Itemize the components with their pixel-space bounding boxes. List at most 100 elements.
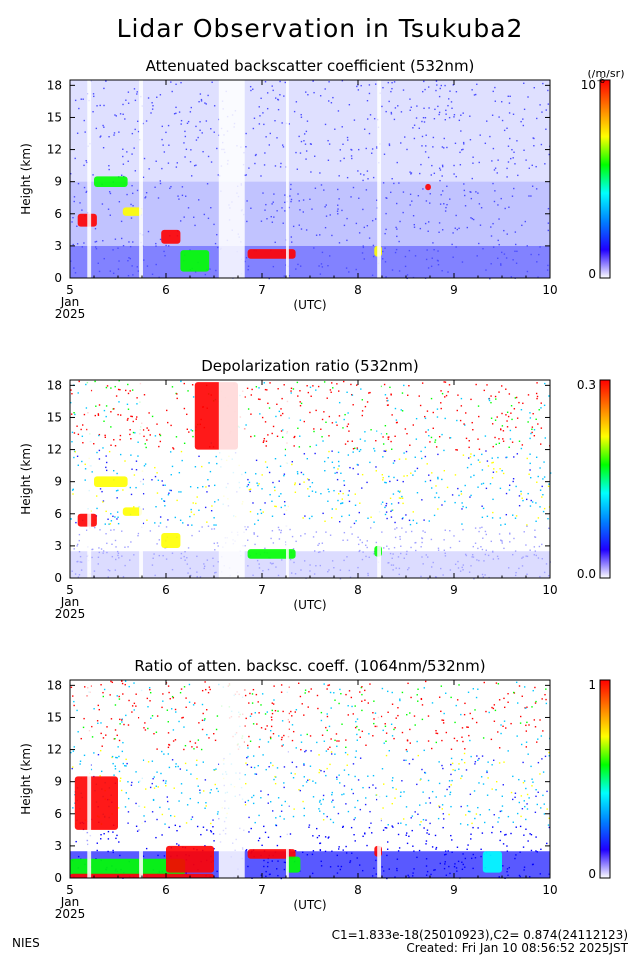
noise-dot (444, 552, 446, 554)
noise-dot (337, 188, 339, 191)
noise-dot (127, 781, 129, 783)
noise-dot (398, 270, 401, 272)
noise-dot (246, 220, 248, 223)
noise-dot (401, 495, 403, 498)
noise-dot (185, 706, 187, 708)
noise-dot (371, 875, 374, 877)
noise-dot (437, 260, 439, 262)
noise-dot (115, 115, 118, 117)
noise-dot (165, 558, 168, 560)
noise-dot (144, 722, 146, 724)
noise-dot (449, 546, 452, 549)
noise-dot (216, 233, 218, 236)
noise-dot (112, 831, 114, 833)
noise-dot (483, 389, 485, 392)
noise-dot (280, 430, 283, 432)
noise-dot (384, 506, 386, 509)
noise-dot (190, 818, 193, 821)
noise-dot (281, 745, 283, 747)
noise-dot (358, 511, 360, 514)
noise-dot (71, 489, 74, 491)
noise-dot (167, 162, 170, 164)
noise-dot (326, 715, 329, 718)
noise-dot (476, 255, 478, 257)
noise-dot (476, 559, 478, 561)
noise-dot (271, 860, 273, 862)
noise-dot (423, 749, 425, 752)
noise-dot (249, 692, 251, 695)
noise-dot (159, 433, 161, 436)
noise-dot (351, 788, 353, 791)
noise-dot (335, 508, 337, 510)
noise-dot (548, 574, 550, 577)
noise-dot (497, 731, 499, 733)
noise-dot (375, 787, 377, 789)
noise-dot (463, 761, 466, 764)
noise-dot (319, 564, 322, 567)
noise-dot (167, 124, 170, 127)
noise-dot (515, 262, 518, 264)
noise-dot (423, 687, 426, 689)
noise-dot (488, 711, 490, 714)
noise-dot (425, 840, 428, 842)
noise-dot (507, 701, 509, 703)
noise-dot (195, 125, 197, 128)
noise-dot (536, 382, 538, 384)
noise-dot (318, 808, 320, 810)
noise-dot (362, 786, 364, 789)
noise-dot (291, 461, 293, 463)
noise-dot (417, 813, 419, 815)
noise-dot (217, 561, 219, 563)
noise-dot (420, 546, 422, 548)
noise-dot (431, 702, 434, 704)
noise-dot (520, 493, 522, 495)
noise-dot (437, 264, 440, 266)
noise-dot (470, 857, 473, 860)
noise-dot (545, 109, 547, 111)
data-gap (377, 80, 382, 278)
noise-dot (335, 733, 338, 735)
noise-dot (505, 727, 507, 729)
noise-dot (184, 130, 186, 133)
noise-dot (195, 502, 197, 505)
noise-dot (119, 723, 121, 725)
noise-dot (517, 702, 519, 704)
noise-dot (131, 192, 134, 195)
noise-dot (76, 545, 78, 547)
noise-dot (396, 858, 399, 860)
noise-dot (255, 153, 257, 156)
noise-dot (414, 724, 416, 726)
noise-dot (264, 547, 266, 550)
main-title: Lidar Observation in Tsukuba2 (116, 14, 524, 43)
noise-dot (296, 471, 299, 473)
noise-dot (467, 691, 470, 694)
noise-dot (385, 505, 387, 507)
noise-dot (137, 130, 140, 133)
noise-dot (441, 392, 444, 395)
noise-dot (281, 207, 283, 209)
noise-dot (296, 381, 299, 384)
noise-dot (268, 144, 271, 146)
noise-dot (250, 207, 252, 209)
noise-dot (110, 718, 113, 720)
noise-dot (441, 719, 443, 721)
noise-dot (438, 696, 441, 698)
noise-dot (280, 531, 282, 534)
noise-dot (523, 869, 525, 871)
noise-dot (193, 216, 195, 218)
noise-dot (178, 491, 180, 493)
noise-dot (485, 487, 488, 490)
noise-dot (342, 539, 344, 542)
y-tick-label: 9 (54, 775, 62, 789)
noise-dot (494, 709, 497, 712)
noise-dot (358, 232, 361, 234)
noise-dot (391, 703, 394, 705)
noise-dot (117, 489, 119, 492)
noise-dot (366, 481, 368, 484)
noise-dot (266, 107, 269, 110)
noise-dot (73, 746, 75, 748)
noise-dot (424, 446, 426, 449)
noise-dot (524, 220, 527, 223)
noise-dot (548, 153, 550, 156)
x-axis-label: (UTC) (293, 898, 326, 912)
